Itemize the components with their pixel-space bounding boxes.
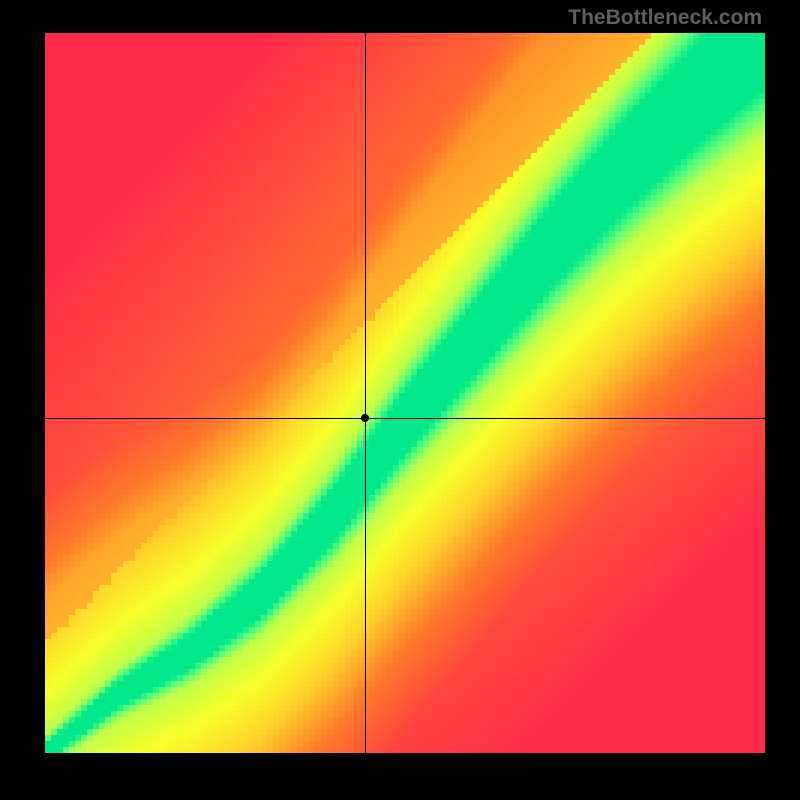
crosshair-horizontal (45, 418, 765, 419)
watermark-text: TheBottleneck.com (568, 6, 762, 30)
heatmap-canvas (45, 33, 765, 753)
marker-dot (361, 414, 369, 422)
bottleneck-heatmap (45, 33, 765, 753)
crosshair-vertical (365, 33, 366, 753)
